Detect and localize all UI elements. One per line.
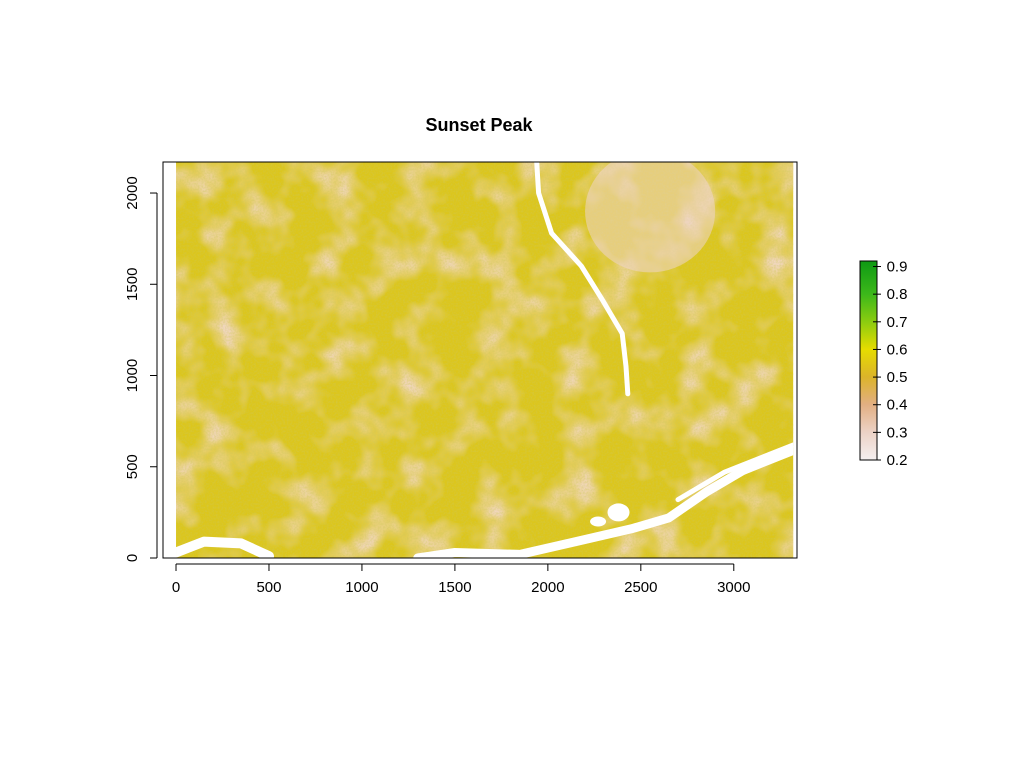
- y-tick-label: 1000: [124, 359, 141, 392]
- legend-colorbar: [859, 260, 878, 461]
- x-tick-label: 2500: [624, 579, 657, 596]
- plot-frame: [162, 161, 798, 559]
- small-lake: [590, 516, 607, 527]
- x-tick-label: 1500: [438, 579, 471, 596]
- x-tick-label: 3000: [717, 579, 750, 596]
- lake: [607, 503, 630, 522]
- raster-image: [176, 162, 794, 558]
- legend-tick-label: 0.7: [887, 314, 908, 331]
- legend-tick-label: 0.9: [887, 259, 908, 276]
- y-tick-label: 0: [124, 554, 141, 562]
- y-tick-label: 1500: [124, 268, 141, 301]
- x-tick-label: 2000: [531, 579, 564, 596]
- legend-tick-label: 0.4: [887, 397, 908, 414]
- x-tick-label: 500: [256, 579, 281, 596]
- legend-tick-label: 0.5: [887, 369, 908, 386]
- river-lower: [413, 445, 794, 558]
- legend-tick-label: 0.3: [887, 424, 908, 441]
- x-tick-label: 1000: [345, 579, 378, 596]
- water-left: [176, 536, 274, 558]
- chart-title: Sunset Peak: [425, 115, 533, 135]
- x-tick-label: 0: [172, 579, 180, 596]
- river-upper: [534, 162, 631, 397]
- y-axis: 0 500 1000 1500 2000: [124, 176, 158, 562]
- y-tick-label: 2000: [124, 176, 141, 209]
- legend-tick-label: 0.6: [887, 341, 908, 358]
- pale-region: [585, 162, 716, 273]
- legend-tick-label: 0.2: [887, 452, 908, 469]
- legend-tick-label: 0.8: [887, 286, 908, 303]
- x-axis: 0 500 1000 1500 2000 2500 3000: [172, 563, 750, 596]
- y-tick-label: 500: [124, 454, 141, 479]
- color-legend: 0.2 0.3 0.4 0.5 0.6 0.7 0.8 0.9: [859, 259, 908, 469]
- river-branch: [675, 442, 794, 503]
